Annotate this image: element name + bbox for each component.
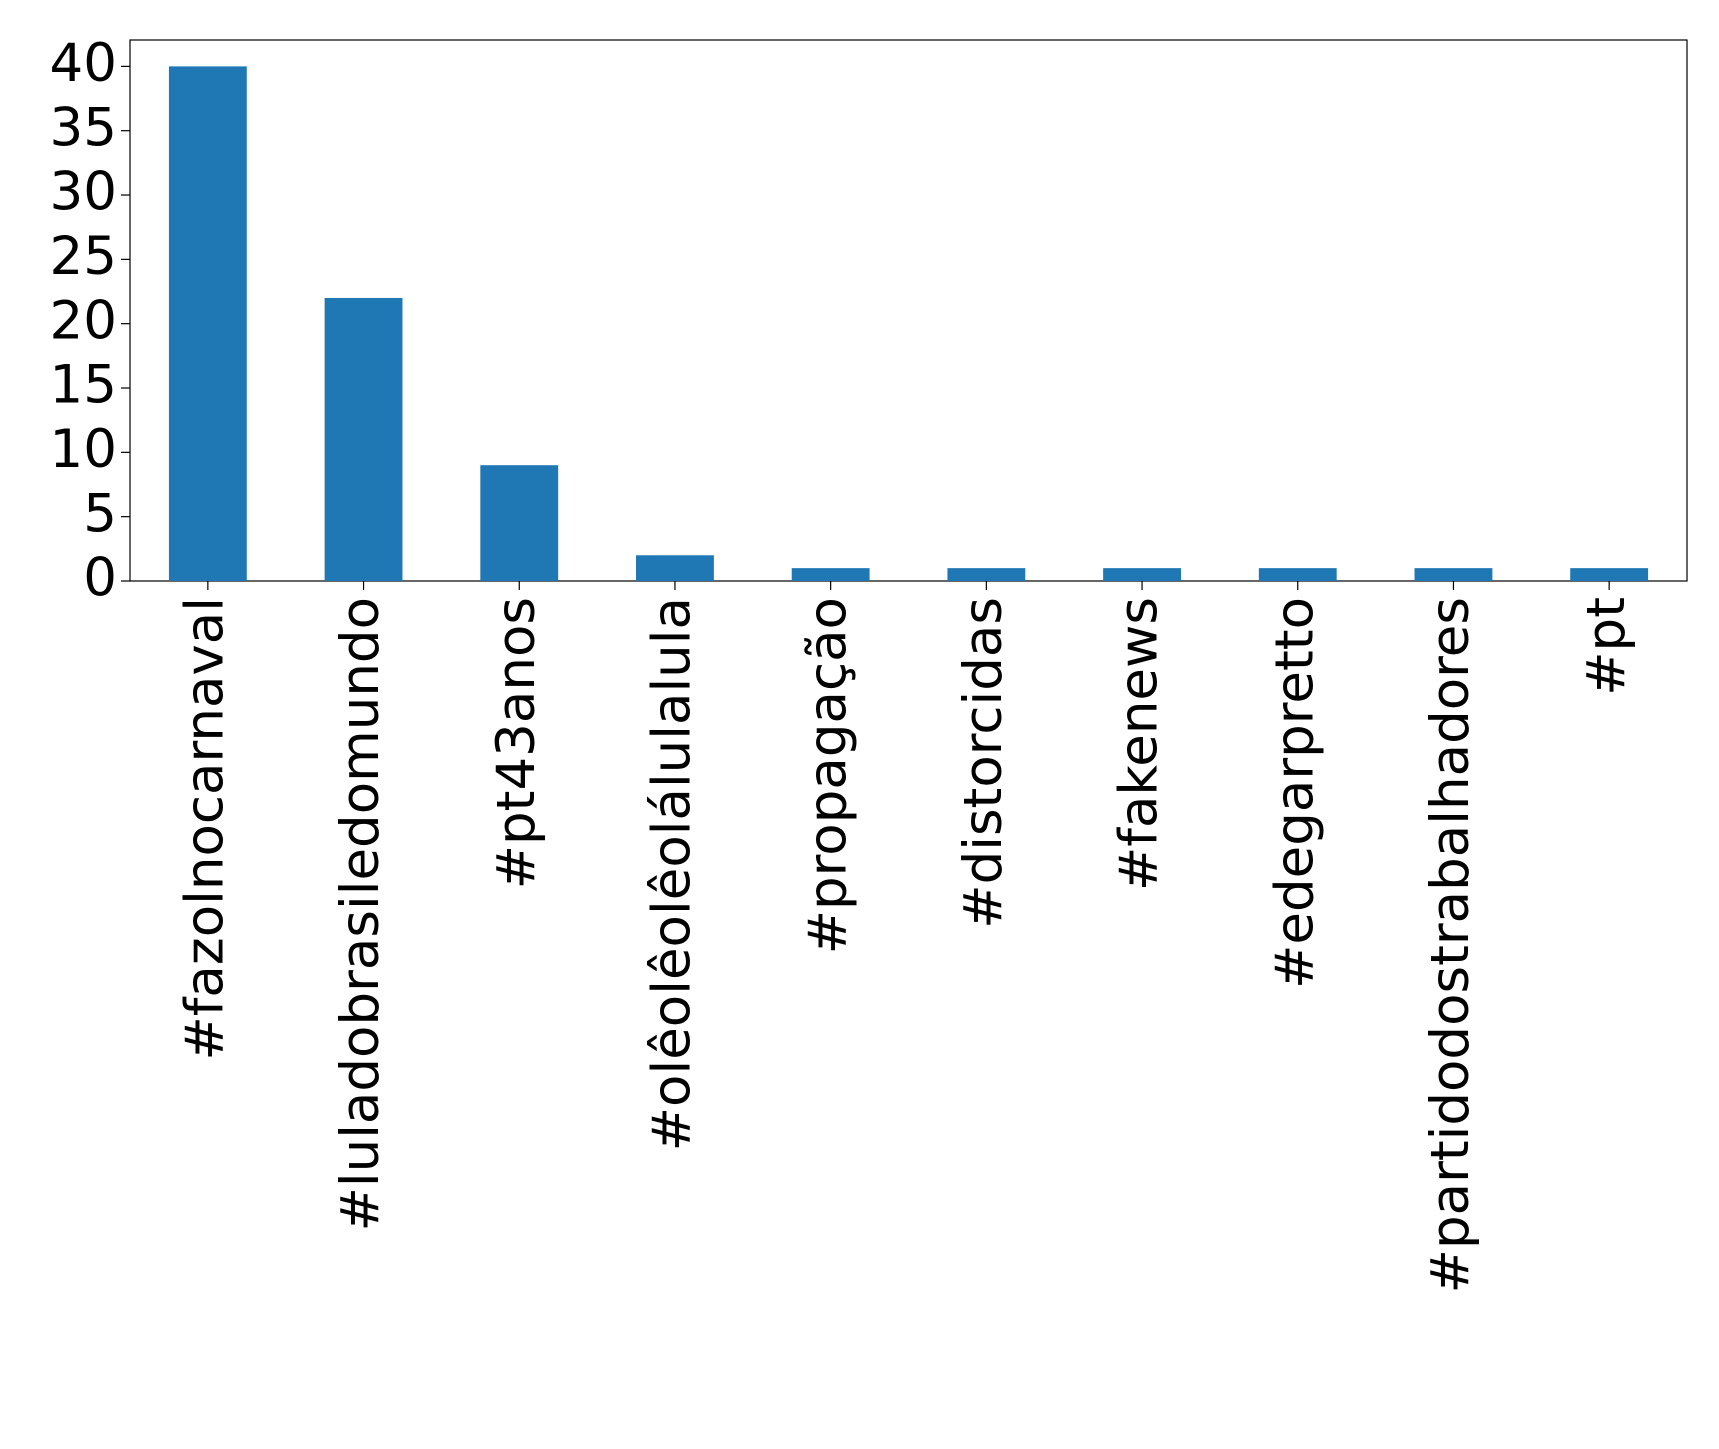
x-tick-label: #edegarpretto bbox=[1264, 597, 1325, 989]
x-tick-label: #pt bbox=[1576, 597, 1637, 696]
x-tick-label: #fakenews bbox=[1109, 597, 1170, 891]
bar bbox=[791, 568, 870, 581]
y-tick-label: 10 bbox=[50, 419, 117, 480]
y-tick-label: 25 bbox=[50, 226, 117, 287]
y-tick-label: 20 bbox=[50, 290, 117, 351]
y-tick-label: 35 bbox=[50, 97, 117, 158]
y-tick-label: 15 bbox=[50, 355, 117, 416]
y-tick-label: 0 bbox=[83, 548, 117, 609]
x-tick-label: #luladobrasiledomundo bbox=[330, 597, 391, 1232]
bar bbox=[324, 297, 403, 581]
y-tick-label: 30 bbox=[50, 162, 117, 223]
y-tick-label: 40 bbox=[50, 33, 117, 94]
x-tick-label: #pt43anos bbox=[486, 597, 547, 889]
plot-frame bbox=[129, 39, 1688, 582]
bar bbox=[947, 568, 1026, 581]
x-tick-label: #fazolnocarnaval bbox=[174, 597, 235, 1061]
x-tick-label: #partidodostrabalhadores bbox=[1420, 597, 1481, 1293]
bar bbox=[168, 66, 247, 581]
bar bbox=[636, 555, 714, 581]
x-tick-label: #olêolêolêolálulalula bbox=[642, 597, 703, 1151]
x-tick-label: #propagação bbox=[797, 597, 858, 954]
bar bbox=[1258, 568, 1337, 581]
bar bbox=[1570, 568, 1649, 581]
y-tick-label: 5 bbox=[83, 483, 117, 544]
x-tick-label: #distorcidas bbox=[953, 597, 1014, 929]
bar bbox=[480, 465, 559, 581]
bar bbox=[1414, 568, 1493, 581]
bar bbox=[1103, 568, 1181, 581]
